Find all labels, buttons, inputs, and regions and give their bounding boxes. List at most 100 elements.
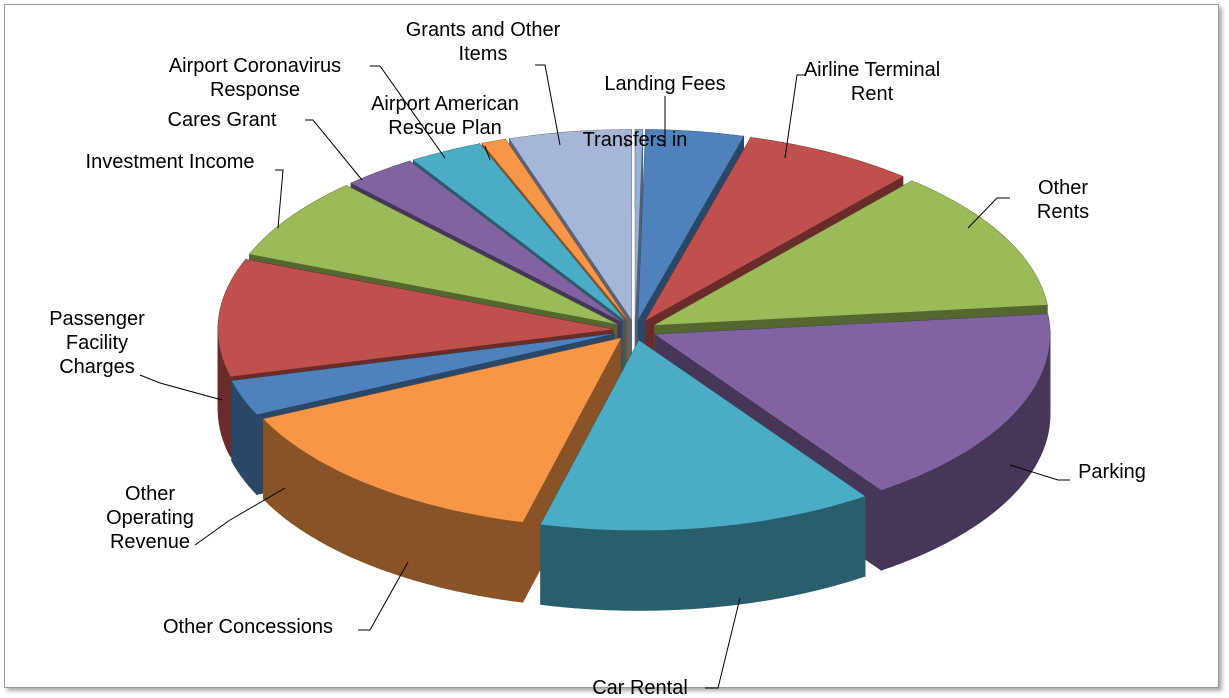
slice-side bbox=[1037, 375, 1041, 462]
slice-side bbox=[351, 476, 361, 562]
slice-side bbox=[334, 468, 344, 554]
slice-side bbox=[760, 518, 772, 602]
slice-side bbox=[958, 450, 967, 537]
slice-side bbox=[1003, 417, 1010, 505]
slice-side bbox=[244, 399, 249, 487]
slice-side bbox=[234, 384, 238, 473]
slice-side bbox=[511, 520, 524, 603]
slice-side bbox=[656, 529, 669, 611]
slice-side bbox=[621, 529, 634, 611]
slice-side bbox=[1009, 412, 1015, 500]
slice bbox=[654, 180, 1048, 326]
slice-label: Other Rents bbox=[1036, 177, 1090, 223]
slice bbox=[655, 314, 1050, 491]
slice-side bbox=[368, 483, 379, 569]
slice-label: Airport Coronavirus Response bbox=[168, 55, 342, 101]
slice-label: Parking bbox=[1078, 461, 1146, 483]
slice-label: Landing Fees bbox=[604, 73, 726, 95]
slice-label: Other Operating Revenue bbox=[106, 483, 194, 553]
slice bbox=[645, 137, 903, 321]
slice bbox=[638, 129, 744, 320]
slice-group bbox=[540, 339, 866, 611]
leader-line bbox=[967, 197, 1010, 229]
slice-side bbox=[467, 512, 480, 596]
leader-line bbox=[784, 74, 805, 159]
slice-side bbox=[343, 472, 353, 558]
slice-side bbox=[814, 507, 826, 592]
leader-line bbox=[194, 487, 286, 546]
leader-line bbox=[484, 145, 491, 161]
slice bbox=[413, 143, 626, 321]
leader-line bbox=[358, 561, 409, 631]
slice-side bbox=[726, 523, 739, 607]
slice-side bbox=[899, 479, 910, 565]
slice-side bbox=[1014, 406, 1020, 495]
slice-side bbox=[551, 525, 564, 608]
slice-label: Grants and Other Items bbox=[405, 19, 561, 65]
slice-side bbox=[279, 433, 287, 520]
slice-side bbox=[998, 422, 1005, 510]
slice-side bbox=[273, 428, 281, 515]
slice-side bbox=[845, 498, 856, 583]
slice bbox=[249, 185, 617, 325]
leader-line bbox=[535, 64, 561, 146]
slice-side bbox=[703, 526, 716, 609]
slice-side bbox=[574, 527, 588, 610]
slice-side bbox=[782, 514, 794, 598]
slice-side bbox=[489, 516, 501, 600]
slice-side bbox=[985, 432, 994, 519]
slice-side bbox=[950, 455, 959, 541]
slice-side bbox=[1018, 401, 1024, 490]
slice-side bbox=[396, 494, 407, 579]
leader-line bbox=[305, 119, 363, 181]
slice-side bbox=[586, 528, 599, 610]
slice-side bbox=[824, 504, 836, 589]
slice-label: Investment Income bbox=[85, 151, 255, 173]
slice-label: Transfers in bbox=[582, 129, 688, 151]
slice-side bbox=[992, 427, 999, 514]
slice-side bbox=[263, 418, 270, 506]
slice-side bbox=[304, 451, 313, 538]
slice-side bbox=[319, 460, 328, 546]
slice-side bbox=[291, 442, 299, 529]
slice bbox=[540, 340, 866, 531]
slice-side bbox=[247, 404, 253, 491]
leader-line bbox=[1009, 464, 1070, 481]
slice-side bbox=[609, 529, 623, 611]
slice-side bbox=[803, 510, 816, 594]
slice-side bbox=[1027, 390, 1032, 479]
slice-side bbox=[436, 505, 448, 590]
slice bbox=[482, 139, 628, 321]
slice-side bbox=[917, 471, 927, 557]
slice-side bbox=[880, 486, 892, 571]
slice bbox=[263, 338, 621, 523]
slice-side bbox=[406, 497, 417, 582]
slice bbox=[351, 161, 622, 322]
slice-side bbox=[972, 441, 981, 528]
slice-side bbox=[965, 446, 974, 533]
leader-line bbox=[275, 169, 284, 229]
slice-side bbox=[415, 500, 427, 585]
leader-line bbox=[705, 597, 741, 689]
slice-side bbox=[478, 514, 490, 598]
slice-side bbox=[644, 529, 658, 611]
slice-side bbox=[500, 518, 512, 602]
slice-side bbox=[237, 389, 242, 477]
slice-label: Airline Terminal Rent bbox=[803, 59, 941, 105]
slice-side bbox=[908, 475, 919, 561]
slice-side bbox=[327, 464, 336, 551]
slice-side bbox=[890, 482, 901, 568]
slice-side bbox=[737, 522, 750, 605]
slice-side bbox=[979, 437, 987, 524]
slice-side bbox=[312, 456, 321, 542]
slice-side bbox=[714, 525, 727, 608]
leader-line bbox=[370, 65, 446, 159]
slice-side bbox=[934, 463, 944, 550]
slice-side bbox=[563, 526, 576, 609]
slice-label: Cares Grant bbox=[167, 109, 277, 131]
slice-side bbox=[633, 529, 646, 611]
slice-side bbox=[359, 480, 370, 566]
slice-side bbox=[298, 447, 306, 534]
